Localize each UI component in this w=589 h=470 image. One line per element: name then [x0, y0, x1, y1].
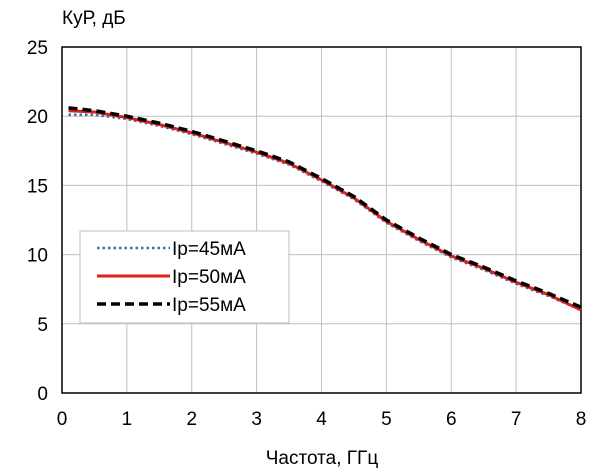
legend-label-2: Ip=50мА: [172, 267, 246, 288]
x-tick-label: 1: [122, 409, 133, 430]
x-tick-label: 8: [576, 409, 587, 430]
x-axis-title: Частота, ГГц: [266, 448, 379, 469]
y-tick-label: 20: [27, 107, 48, 128]
legend: Ip=45мА Ip=50мА Ip=55мА: [79, 230, 290, 324]
y-tick-label: 25: [27, 38, 48, 59]
y-axis-title: КуР, дБ: [62, 8, 126, 29]
y-tick-label: 0: [37, 384, 48, 405]
x-tick-label: 5: [381, 409, 392, 430]
x-tick-label: 3: [251, 409, 262, 430]
series-lines: [68, 106, 582, 312]
y-tick-label: 5: [37, 315, 48, 336]
x-tick-label: 2: [186, 409, 197, 430]
x-tick-label: 7: [511, 409, 522, 430]
plot-area-frame: [61, 46, 582, 394]
y-tick-label: 10: [27, 246, 48, 267]
tick-labels: 0 1 2 3 4 5 6 7 8 0 5 10 15 20 25: [27, 38, 586, 430]
x-tick-label: 0: [57, 409, 68, 430]
x-tick-label: 4: [316, 409, 327, 430]
grid-lines: [62, 47, 581, 393]
legend-label-1: Ip=45мА: [172, 239, 246, 260]
series-line-2: [68, 109, 582, 312]
legend-label-3: Ip=55мА: [172, 295, 246, 316]
x-tick-label: 6: [446, 409, 457, 430]
y-tick-label: 15: [27, 176, 48, 197]
